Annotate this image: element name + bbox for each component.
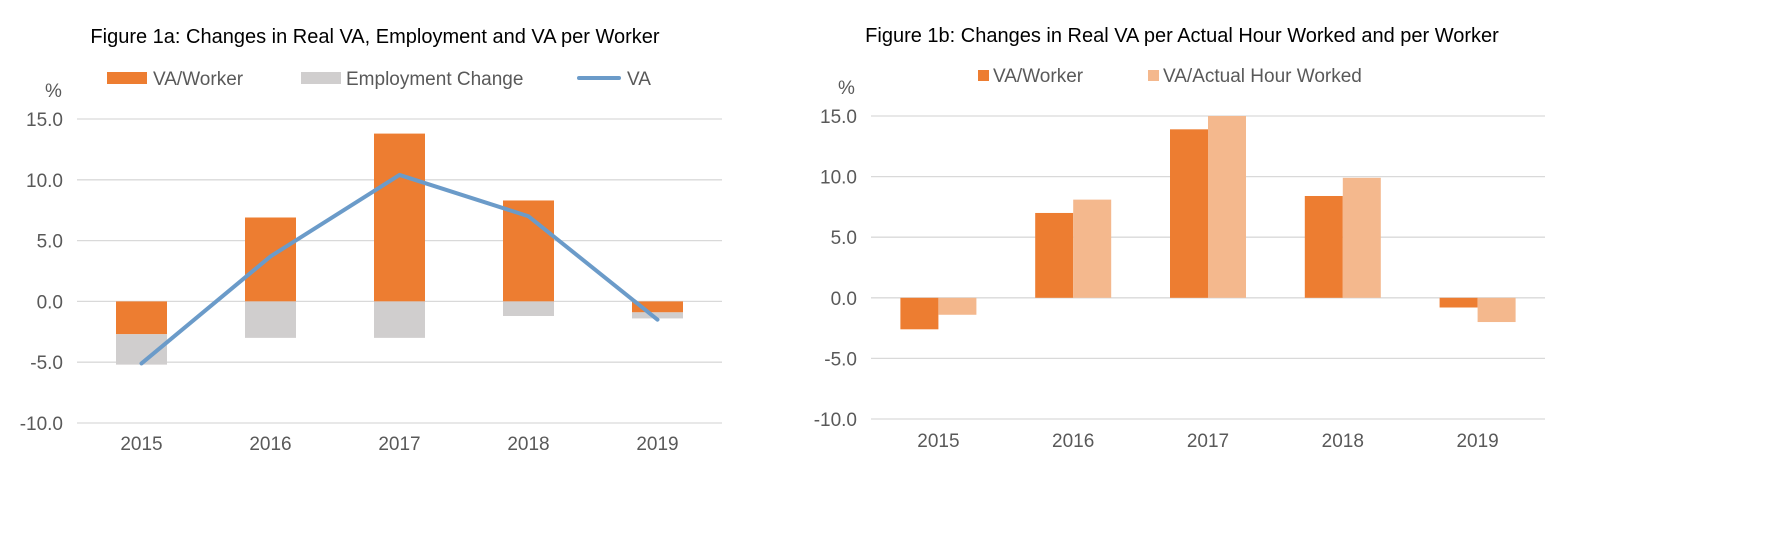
chart-1a-y-axis: 15.0 10.0 5.0 0.0 -5.0 -10.0	[20, 110, 63, 435]
chart-1b-bar-va-worker	[1170, 129, 1208, 298]
chart-1a-legend-swatch-va-worker	[107, 72, 147, 84]
chart-1a-legend: VA/Worker Employment Change VA	[107, 69, 651, 90]
chart-1b-y-unit: %	[838, 78, 855, 99]
chart-1b-legend-label-va-actual-hour-worked: VA/Actual Hour Worked	[1163, 66, 1362, 87]
chart-1b-bar-va-actual-hour-worked	[1477, 297, 1516, 323]
chart-1b-ytick-label: 5.0	[831, 228, 857, 249]
chart-1a-x-axis: 2015 2016 2017 2018 2019	[120, 434, 678, 455]
chart-1a-ytick-label: -10.0	[20, 414, 63, 435]
chart-1b: Figure 1b: Changes in Real VA per Actual…	[814, 25, 1545, 452]
chart-1b-bar-va-worker	[1035, 212, 1074, 298]
chart-1a-line	[139, 172, 660, 366]
chart-1a-legend-label-va: VA	[627, 69, 651, 90]
chart-1b-bar-va-worker	[1439, 297, 1478, 308]
chart-1a-xtick-label: 2017	[378, 434, 420, 455]
chart-1a-ytick-label: 10.0	[26, 171, 63, 192]
chart-1a-bars	[116, 133, 683, 365]
chart-1a-y-unit: %	[45, 81, 62, 102]
chart-1a-bar-employment-change	[503, 301, 554, 316]
chart-1a-ytick-label: 15.0	[26, 110, 63, 131]
chart-1a-bar-va-worker	[632, 301, 683, 313]
chart-1a-bar-employment-change	[632, 312, 683, 319]
chart-1b-title: Figure 1b: Changes in Real VA per Actual…	[865, 25, 1499, 47]
chart-1a-bar-va-worker	[116, 301, 167, 335]
chart-1b-legend-swatch-va-actual-hour-worked	[1148, 70, 1159, 81]
chart-1b-legend-label-va-worker: VA/Worker	[993, 66, 1084, 87]
chart-1a-ytick-label: -5.0	[30, 353, 63, 374]
chart-1a-xtick-label: 2018	[507, 434, 549, 455]
chart-1a-xtick-label: 2016	[249, 434, 291, 455]
chart-1a-bar-va-worker	[245, 217, 296, 302]
chart-1a: Figure 1a: Changes in Real VA, Employmen…	[20, 26, 722, 455]
chart-1a-xtick-label: 2015	[120, 434, 162, 455]
chart-1b-ytick-label: 0.0	[831, 289, 857, 310]
chart-1b-ytick-label: -10.0	[814, 410, 857, 431]
chart-1b-bar-va-worker	[900, 297, 939, 330]
chart-1b-y-axis: 15.0 10.0 5.0 0.0 -5.0 -10.0	[814, 107, 857, 431]
chart-1a-legend-label-employment-change: Employment Change	[346, 69, 523, 90]
chart-1b-legend: VA/Worker VA/Actual Hour Worked	[978, 66, 1362, 87]
chart-1b-ytick-label: 15.0	[820, 107, 857, 128]
chart-1b-ytick-label: -5.0	[824, 349, 857, 370]
chart-1b-bars	[900, 116, 1516, 330]
chart-1a-legend-label-va-worker: VA/Worker	[153, 69, 244, 90]
chart-1b-bar-va-actual-hour-worked	[1073, 199, 1112, 298]
chart-1b-xtick-label: 2015	[917, 431, 959, 452]
chart-1b-xtick-label: 2019	[1456, 431, 1498, 452]
chart-1b-xtick-label: 2016	[1052, 431, 1094, 452]
chart-1b-bar-va-actual-hour-worked	[1342, 177, 1381, 298]
chart-1a-ytick-label: 5.0	[37, 232, 63, 253]
chart-1b-x-axis: 2015 2016 2017 2018 2019	[917, 431, 1498, 452]
chart-1a-xtick-label: 2019	[636, 434, 678, 455]
chart-1a-bar-va-worker	[374, 133, 425, 302]
chart-1b-ytick-label: 10.0	[820, 168, 857, 189]
chart-1a-bar-employment-change	[374, 301, 425, 338]
chart-1a-legend-swatch-employment-change	[301, 72, 341, 84]
chart-1a-bar-employment-change	[245, 301, 296, 338]
chart-1a-ytick-label: 0.0	[37, 292, 63, 313]
chart-1b-xtick-label: 2017	[1187, 431, 1229, 452]
chart-1b-bar-va-actual-hour-worked	[938, 297, 977, 315]
chart-1b-xtick-label: 2018	[1322, 431, 1364, 452]
chart-1a-title: Figure 1a: Changes in Real VA, Employmen…	[90, 26, 660, 48]
chart-1b-bar-va-actual-hour-worked	[1208, 116, 1246, 298]
chart-1b-bar-va-worker	[1304, 195, 1343, 298]
chart-1b-legend-swatch-va-worker	[978, 70, 989, 81]
